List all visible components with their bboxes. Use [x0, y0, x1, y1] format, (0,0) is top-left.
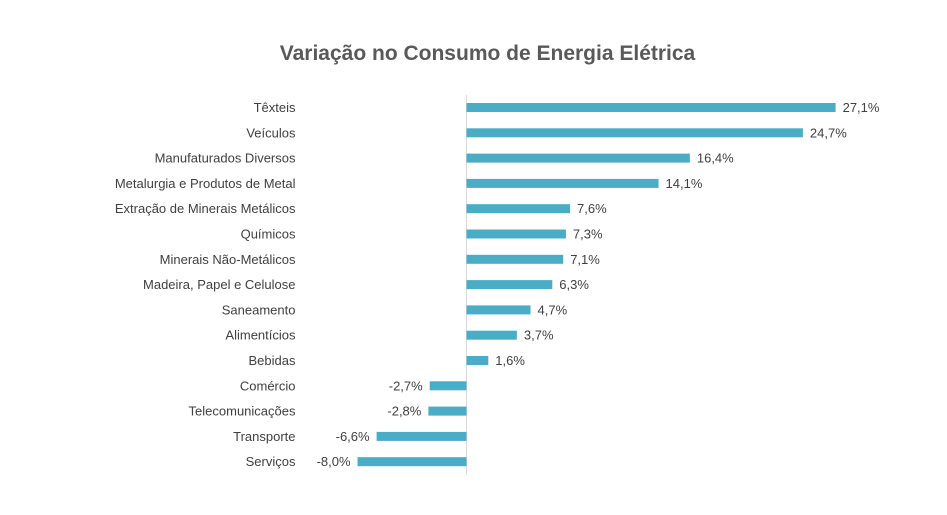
category-label: Alimentícios — [225, 328, 296, 343]
category-label: Comércio — [240, 378, 296, 393]
bar — [466, 153, 690, 163]
data-label: 6,3% — [559, 277, 589, 292]
bar — [429, 381, 467, 391]
bar — [357, 457, 467, 467]
bar — [466, 305, 531, 315]
category-label: Químicos — [241, 227, 296, 242]
data-label: -6,6% — [336, 429, 370, 444]
category-label: Manufaturados Diversos — [155, 151, 296, 166]
data-label: 24,7% — [810, 125, 847, 140]
category-label: Têxteis — [254, 100, 296, 115]
bar — [466, 254, 564, 264]
category-label: Telecomunicações — [189, 404, 296, 419]
bar — [466, 178, 659, 188]
bar — [466, 128, 803, 138]
chart-title: Variação no Consumo de Energia Elétrica — [279, 42, 696, 65]
category-label: Bebidas — [249, 353, 296, 368]
bar — [466, 204, 571, 214]
bar — [466, 356, 489, 365]
category-label: Saneamento — [222, 302, 296, 317]
category-label: Metalurgia e Produtos de Metal — [115, 176, 296, 191]
bar — [466, 330, 517, 340]
data-label: 16,4% — [697, 151, 734, 166]
data-label: 4,7% — [538, 302, 568, 317]
data-label: 7,1% — [570, 252, 600, 267]
category-label: Minerais Não-Metálicos — [160, 252, 296, 267]
data-label: 7,6% — [577, 201, 607, 216]
data-label: -2,8% — [387, 404, 421, 419]
data-label: 1,6% — [495, 353, 525, 368]
data-label: -8,0% — [317, 454, 351, 469]
category-label: Transporte — [233, 429, 295, 444]
category-label: Serviços — [246, 454, 296, 469]
data-label: 7,3% — [573, 227, 603, 242]
data-label: -2,7% — [389, 378, 423, 393]
data-label: 27,1% — [843, 100, 880, 115]
data-label: 3,7% — [524, 328, 554, 343]
data-label: 14,1% — [666, 176, 703, 191]
bar — [466, 280, 553, 290]
category-label: Veículos — [246, 125, 296, 140]
bar — [428, 406, 467, 416]
bar — [466, 103, 836, 112]
category-label: Madeira, Papel e Celulose — [143, 277, 295, 292]
category-label: Extração de Minerais Metálicos — [115, 201, 296, 216]
bar — [466, 229, 566, 239]
bar — [376, 431, 467, 441]
